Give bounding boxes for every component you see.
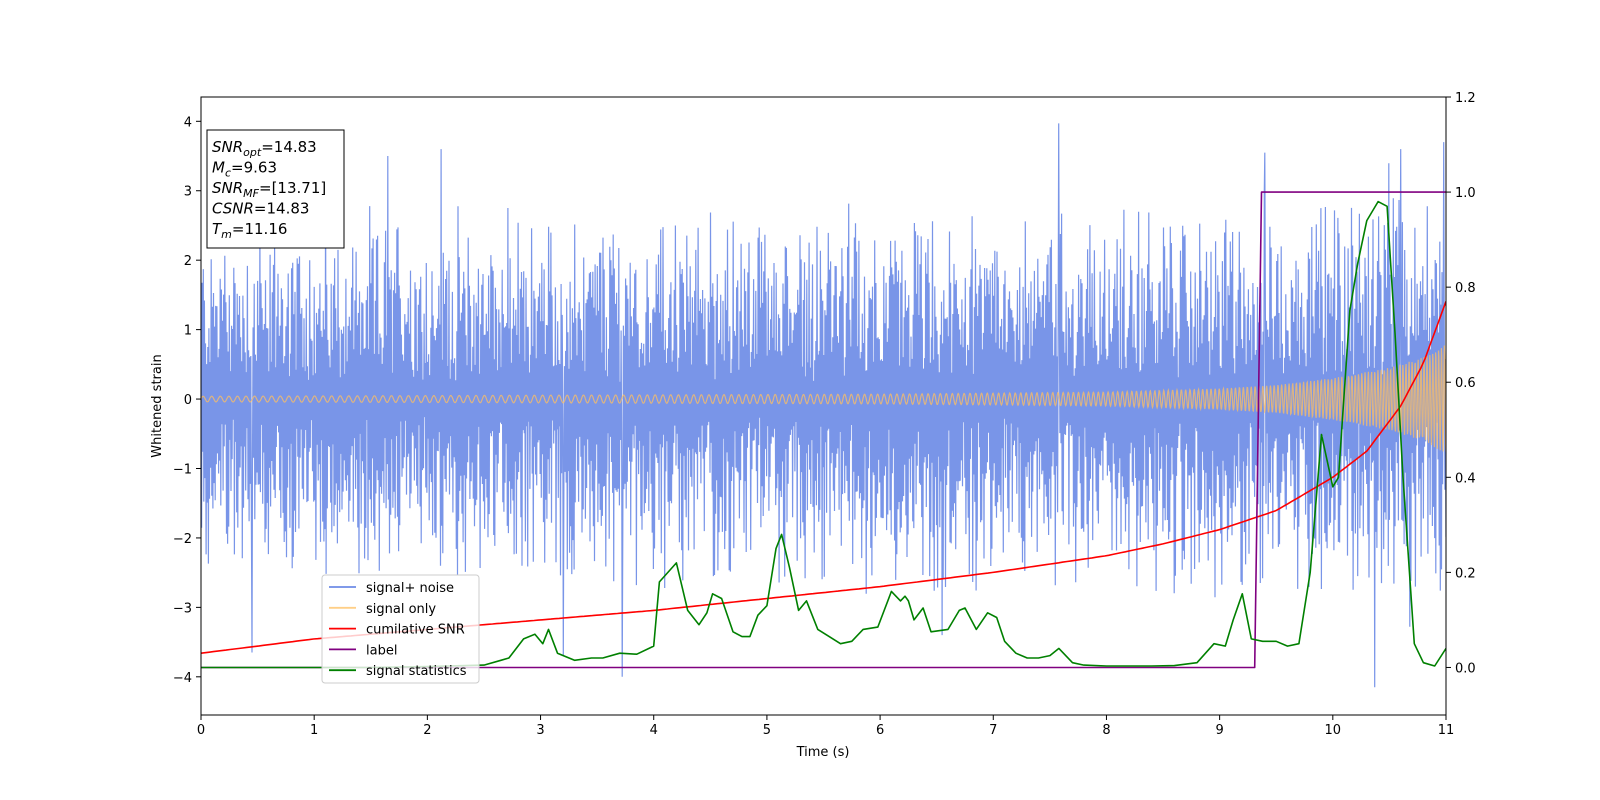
x-tick-label: 5 [763, 723, 771, 738]
x-tick-label: 6 [876, 723, 884, 738]
legend-entry: label [366, 643, 397, 658]
annotation-line: Mc=9.63 [212, 159, 277, 180]
legend-frame [321, 574, 480, 684]
x-tick-label: 8 [1102, 723, 1110, 738]
y-tick-label: −1 [173, 462, 192, 477]
y-axis-left: 4 3 2 1 0 −1 −2 −3 −4 [173, 115, 201, 686]
x-axis: 0 1 2 3 4 5 6 7 8 9 10 11 [197, 715, 1454, 738]
legend-entry: signal statistics [366, 664, 467, 679]
x-axis-label: Time (s) [796, 745, 850, 760]
y2-tick-label: 1.0 [1455, 186, 1476, 201]
y-tick-label: 2 [184, 254, 192, 269]
annotation-line: Tm=11.16 [212, 220, 287, 241]
y-axis-right: 1.2 1.0 0.8 0.6 0.4 0.2 0.0 [1446, 91, 1476, 676]
x-tick-label: 10 [1325, 723, 1342, 738]
series-signal-only [201, 345, 1446, 452]
series-signal-statistics [201, 200, 1446, 669]
y2-tick-label: 0.4 [1455, 471, 1476, 486]
annotation-line: CSNR=14.83 [212, 200, 309, 218]
legend: signal+ noise signal only cumilative SNR la… [321, 574, 480, 684]
y-tick-label: −2 [173, 532, 192, 547]
x-tick-label: 2 [423, 723, 431, 738]
y-tick-label: 4 [184, 115, 192, 130]
y2-tick-label: 0.8 [1455, 281, 1476, 296]
annotation-line: SNRopt=14.83 [212, 138, 317, 159]
y2-tick-label: 0.6 [1455, 376, 1476, 391]
y2-tick-label: 0.0 [1455, 661, 1476, 676]
x-tick-label: 11 [1438, 723, 1455, 738]
annotation-line: SNRMF=[13.71] [212, 179, 326, 200]
x-tick-label: 1 [310, 723, 318, 738]
y2-tick-label: 1.2 [1455, 91, 1476, 106]
plot-frame [200, 96, 1447, 716]
annotation-frame [206, 129, 345, 249]
y-tick-label: −4 [173, 671, 192, 686]
y-tick-label: −3 [173, 601, 192, 616]
x-tick-label: 4 [650, 723, 658, 738]
series-label [201, 191, 1446, 669]
y-tick-label: 1 [184, 324, 192, 339]
y-axis-label: Whitened strain [150, 354, 165, 457]
x-tick-label: 3 [536, 723, 544, 738]
y2-tick-label: 0.2 [1455, 566, 1476, 581]
legend-entry: signal+ noise [366, 581, 454, 596]
annotation-box: SNRopt=14.83Mc=9.63SNRMF=[13.71]CSNR=14.… [206, 129, 345, 249]
legend-entry: signal only [366, 602, 436, 617]
x-tick-label: 7 [989, 723, 997, 738]
x-tick-label: 0 [197, 723, 205, 738]
y-tick-label: 0 [184, 393, 192, 408]
x-tick-label: 9 [1215, 723, 1223, 738]
legend-entry: cumilative SNR [366, 623, 465, 638]
series-signal-noise [201, 123, 1446, 688]
y-tick-label: 3 [184, 185, 192, 200]
